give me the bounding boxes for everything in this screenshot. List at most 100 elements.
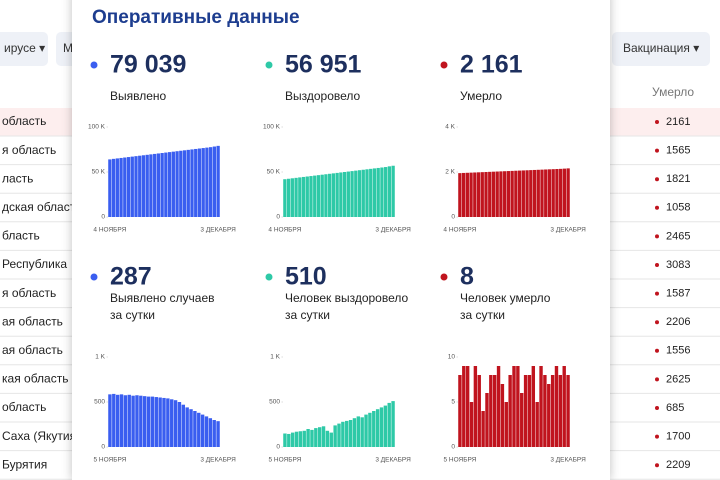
bar — [134, 156, 138, 217]
region-name: я область — [2, 286, 56, 300]
bar — [496, 366, 501, 447]
death-dot — [655, 263, 659, 267]
stat-value: 2 161 — [460, 51, 523, 79]
bar — [115, 394, 120, 447]
filter-button[interactable] — [0, 32, 48, 66]
stat-value: 56 951 — [285, 51, 362, 79]
region-name: ая область — [2, 343, 63, 357]
bar — [383, 405, 388, 447]
bar — [547, 169, 552, 217]
filter-label: М — [63, 41, 73, 55]
x-tick-label: 3 ДЕКАБРЯ — [200, 457, 236, 464]
bar — [286, 178, 291, 217]
bar — [360, 417, 364, 447]
stat-label: за сутки — [460, 308, 505, 322]
bar — [287, 433, 291, 447]
x-tick-label: 5 НОЯБРЯ — [93, 457, 126, 464]
bar — [559, 168, 563, 217]
stat-label: Человек умерло — [460, 291, 551, 305]
bar — [476, 172, 481, 217]
bar — [387, 402, 391, 447]
bar — [204, 416, 209, 447]
death-dot — [655, 148, 659, 153]
bar — [131, 395, 135, 447]
bar — [216, 421, 220, 447]
bar — [562, 168, 567, 217]
bar — [495, 171, 499, 217]
bar — [520, 393, 524, 447]
bar — [313, 175, 317, 217]
bar — [181, 404, 186, 447]
status-dot — [440, 273, 448, 281]
bar — [391, 165, 395, 217]
y-tick-label: 10 — [448, 354, 456, 361]
bar — [555, 169, 559, 217]
death-dot — [655, 120, 659, 124]
bar — [345, 420, 349, 447]
bar — [197, 412, 201, 447]
bar — [535, 402, 539, 447]
death-dot — [655, 348, 659, 353]
bar — [200, 414, 205, 447]
bar — [320, 174, 324, 217]
status-dot — [265, 273, 273, 281]
bar — [539, 366, 543, 447]
death-count: 2465 — [666, 230, 690, 242]
bar — [158, 397, 162, 447]
y-tick-label: 0 — [451, 444, 455, 451]
bar — [342, 172, 347, 217]
death-dot — [655, 234, 659, 239]
death-dot — [655, 434, 659, 439]
stat-label: Умерло — [460, 89, 502, 103]
bar — [503, 171, 507, 217]
bar — [544, 169, 548, 217]
region-name: область — [2, 114, 46, 128]
bar — [150, 396, 155, 447]
bar — [205, 147, 209, 217]
bar — [529, 170, 533, 217]
bar — [175, 151, 179, 217]
death-count: 1556 — [666, 345, 690, 357]
bar — [551, 169, 555, 217]
bar — [301, 176, 306, 217]
bar — [201, 148, 205, 217]
filter-button[interactable] — [612, 32, 710, 66]
bar — [499, 171, 503, 217]
x-tick-label: 3 ДЕКАБРЯ — [200, 227, 236, 234]
bar — [480, 172, 484, 217]
region-name: дская област — [2, 200, 76, 214]
y-tick-label: 50 K — [267, 169, 281, 176]
bar — [375, 409, 380, 447]
bar — [458, 173, 462, 217]
bar — [171, 151, 175, 217]
bar — [156, 153, 161, 217]
bar — [465, 172, 469, 217]
filter-label: ирусе ▾ — [4, 41, 45, 55]
bar — [309, 176, 313, 217]
y-tick-label: 1 K — [270, 354, 280, 361]
bar — [562, 366, 566, 447]
y-tick-label: 0 — [451, 214, 455, 221]
bar — [283, 179, 287, 217]
bar — [123, 157, 127, 217]
bar — [329, 432, 333, 447]
stat-label: Выявлено — [110, 89, 167, 103]
bar — [126, 157, 131, 217]
stat-label: за сутки — [110, 308, 155, 322]
bar — [216, 145, 220, 217]
bar — [294, 431, 299, 447]
region-name: ласть — [2, 171, 33, 185]
bar — [379, 407, 384, 447]
bar — [316, 175, 321, 217]
bar — [504, 402, 508, 447]
bar — [305, 176, 309, 217]
bar — [190, 149, 194, 217]
bar — [473, 172, 477, 217]
bar — [145, 154, 149, 217]
x-tick-label: 3 ДЕКАБРЯ — [375, 227, 411, 234]
bar — [491, 171, 496, 217]
bar — [352, 418, 357, 447]
y-tick-label: 0 — [276, 444, 280, 451]
region-name: я область — [2, 143, 56, 157]
bar — [364, 414, 368, 447]
